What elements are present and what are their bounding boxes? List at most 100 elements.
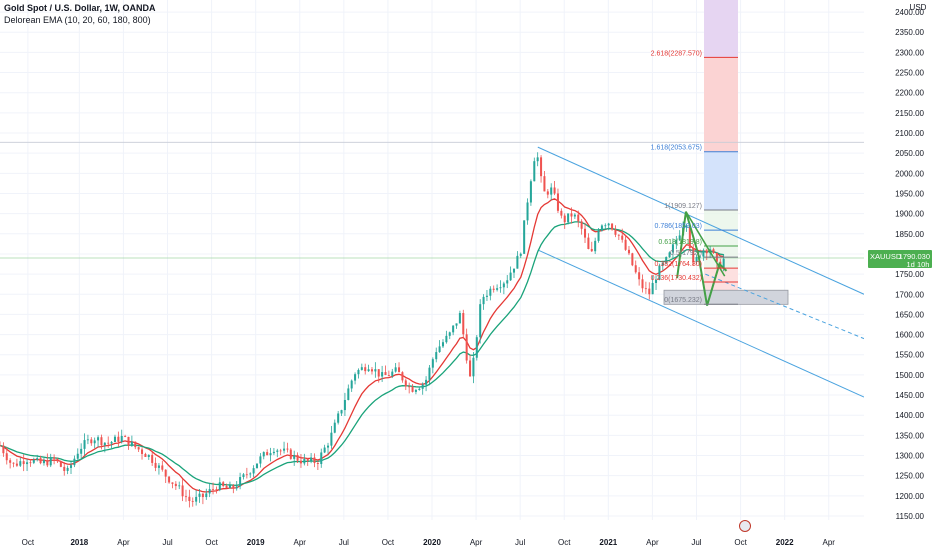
candle-body — [201, 493, 204, 498]
candle-body — [462, 313, 465, 335]
candle-body — [445, 335, 448, 343]
candle-body — [174, 483, 177, 487]
candle-body — [103, 442, 106, 446]
candle-body — [97, 437, 100, 441]
price-axis[interactable]: USD 1150.00 1200.00 1250.00 1300.00 1350.00 14… — [864, 0, 932, 550]
candle-body — [546, 191, 549, 195]
channel-upper-line — [537, 146, 865, 295]
price-label-symbol: XAUUSD — [870, 252, 902, 261]
candle-body — [117, 436, 120, 442]
candle-body — [171, 482, 174, 484]
candle-body — [90, 439, 93, 444]
candle-body — [631, 253, 634, 266]
candle-body — [36, 458, 39, 460]
price-tick-label: 1200.00 — [895, 492, 924, 501]
candle-body — [76, 453, 79, 459]
candle-body — [42, 460, 45, 464]
candle-body — [249, 473, 252, 475]
candle-body — [144, 453, 147, 457]
time-tick-label: 2019 — [247, 538, 265, 547]
price-axis-bg — [864, 0, 932, 550]
time-tick-label: Oct — [22, 538, 35, 547]
price-tick-label: 2350.00 — [895, 28, 924, 37]
candle-body — [53, 457, 56, 459]
candle-body — [502, 283, 505, 288]
time-axis[interactable]: Oct 2018 Apr Jul Oct 2019 Apr Jul Oct 2020 Apr Jul O… — [0, 520, 864, 550]
price-tick-label: 1650.00 — [895, 310, 924, 319]
candle-body — [421, 384, 424, 389]
candle-body — [621, 235, 624, 240]
candle-body — [590, 248, 593, 252]
fib-level-labels: 2.618(2287.570) 1.618(2053.675) 1(1909.127… — [651, 50, 738, 305]
candle-body — [235, 486, 238, 489]
candle-body — [658, 265, 661, 280]
time-tick-label: Apr — [470, 538, 483, 547]
time-tick-label: 2018 — [70, 538, 88, 547]
price-tick-label: 2100.00 — [895, 129, 924, 138]
time-tick-label: Jul — [691, 538, 701, 547]
candle-body — [401, 372, 404, 381]
price-tick-label: 2150.00 — [895, 109, 924, 118]
candle-body — [337, 413, 340, 423]
candle-body — [22, 461, 25, 465]
candle-body — [489, 288, 492, 296]
candle-body — [441, 342, 445, 347]
fib-level-label: 1.618(2053.675) — [651, 145, 702, 152]
candle-body — [178, 485, 181, 487]
candle-body — [0, 445, 2, 447]
candle-body — [482, 296, 485, 305]
candle-body — [411, 386, 414, 392]
candle-body — [550, 187, 553, 195]
indicator-legend[interactable]: Delorean EMA (10, 20, 60, 180, 800) — [4, 15, 151, 25]
candle-body — [283, 448, 286, 451]
candle-body — [607, 223, 610, 226]
candle-body — [299, 460, 302, 464]
candle-body — [343, 399, 346, 411]
price-tick-label: 2000.00 — [895, 169, 924, 178]
candle-body — [688, 225, 691, 249]
chart-title: Gold Spot / U.S. Dollar, 1W, OANDA — [4, 3, 156, 13]
candle-body — [313, 457, 316, 464]
channel-lower-line — [537, 249, 865, 398]
time-tick-label: Oct — [558, 538, 571, 547]
fib-zone-top — [704, 0, 738, 58]
candle-body — [556, 193, 559, 211]
candle-body — [387, 375, 390, 376]
price-tick-label: 1400.00 — [895, 411, 924, 420]
price-tick-label: 1950.00 — [895, 189, 924, 198]
pattern-trendline — [685, 211, 726, 277]
currency-label: USD — [910, 3, 927, 12]
candle-body — [455, 323, 458, 326]
candle-body — [394, 367, 397, 372]
candle-body — [543, 176, 546, 192]
candle-body — [66, 467, 69, 471]
price-tick-label: 1900.00 — [895, 210, 924, 219]
candle-body — [272, 451, 275, 454]
candle-body — [205, 493, 208, 498]
candle-body — [668, 252, 671, 258]
candle-body — [120, 435, 123, 442]
candle-body — [327, 445, 330, 448]
time-tick-label: Apr — [294, 538, 307, 547]
candle-body — [124, 435, 127, 437]
price-tick-label: 2400.00 — [895, 8, 924, 17]
candle-body — [438, 346, 441, 353]
candle-body — [516, 255, 519, 269]
candle-body — [512, 268, 516, 273]
candle-body — [19, 461, 22, 466]
candle-body — [218, 482, 221, 491]
candle-body — [414, 389, 417, 392]
time-tick-label: Oct — [382, 538, 395, 547]
candle-body — [303, 458, 306, 464]
candle-body — [9, 460, 12, 463]
pattern-line — [676, 211, 728, 306]
candle-body — [184, 496, 188, 498]
candle-body — [73, 458, 76, 466]
fib-level-label: 0.5(1792.) — [670, 250, 702, 257]
candle-body — [279, 450, 282, 452]
candle-body — [692, 248, 695, 263]
candle-body — [147, 454, 150, 457]
candle-body — [519, 253, 522, 256]
